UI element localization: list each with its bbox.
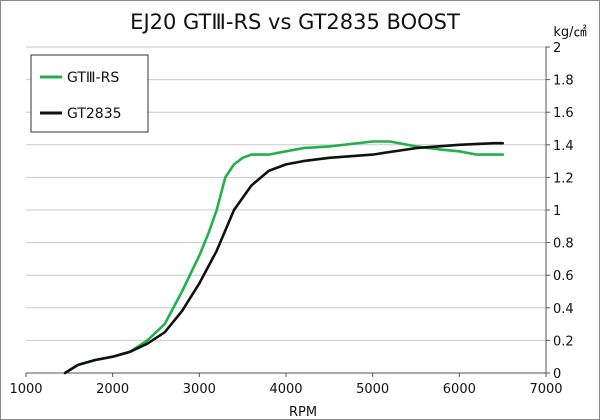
x-tick-label: 6000 [443,382,476,397]
axes [25,46,550,377]
y-axis-label: kg/㎠ [553,25,586,40]
y-tick-label: 0 [553,367,561,382]
x-tick-labels: 1000 2000 3000 4000 5000 6000 7000 [9,382,562,397]
y-tick-label: 0.4 [553,302,574,317]
y-tick-labels: 0 0.2 0.4 0.6 0.8 1 1.2 1.4 1.6 1.8 2 [553,41,574,382]
x-tick-label: 4000 [269,382,302,397]
y-tick-label: 1 [553,204,561,219]
legend-box [30,54,149,133]
x-tick-label: 2000 [96,382,129,397]
y-tick-label: 2 [553,41,561,56]
y-tick-label: 1.2 [553,171,574,186]
legend-label-gtiii-rs: GTⅢ-RS [67,70,119,86]
legend-label-gt2835: GT2835 [67,106,122,122]
x-axis-label: RPM [289,405,317,420]
y-tick-label: 0.8 [553,237,574,252]
y-tick-label: 1.6 [553,106,574,121]
x-tick-label: 5000 [356,382,389,397]
series-line-gt2835 [63,141,505,375]
chart-title: EJ20 GTⅢ-RS vs GT2835 BOOST [130,10,460,34]
y-tick-label: 1.8 [553,74,574,89]
series-lines [63,140,505,375]
x-tick-label: 3000 [183,382,216,397]
x-tick-label: 7000 [529,382,562,397]
legend: GTⅢ-RS GT2835 [30,54,149,133]
y-tick-label: 1.4 [553,139,574,154]
y-tick-label: 0.2 [553,334,574,349]
x-tick-label: 1000 [9,382,42,397]
y-tick-label: 0.6 [553,269,574,284]
